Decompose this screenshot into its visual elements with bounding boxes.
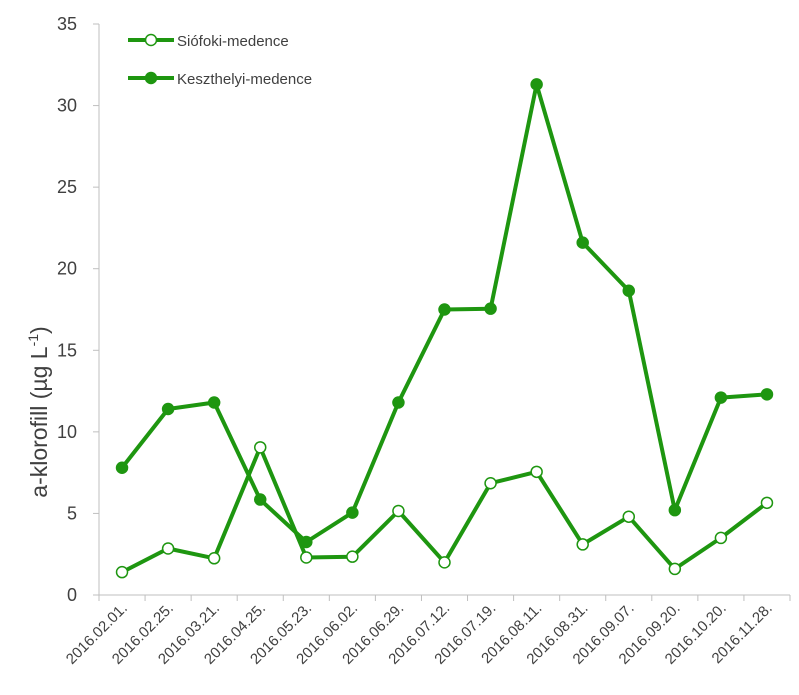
y-tick-label: 5 — [67, 503, 77, 523]
data-point — [438, 556, 451, 569]
data-point — [300, 551, 313, 564]
data-point — [668, 503, 682, 517]
data-point — [161, 402, 175, 416]
y-tick-label: 10 — [57, 422, 77, 442]
series-keszthelyi — [115, 78, 774, 549]
data-point — [760, 496, 774, 510]
series-layer — [115, 78, 774, 579]
data-point — [530, 465, 543, 479]
data-point — [207, 552, 221, 565]
legend-item-siofoki: Siófoki-medence — [128, 33, 289, 50]
legend-item-keszthelyi: Keszthelyi-medence — [128, 71, 312, 88]
data-point — [253, 493, 267, 506]
y-tick-label: 15 — [57, 340, 77, 360]
data-point — [714, 391, 728, 404]
y-axis-title: a-klorofill (µg L-1) — [25, 326, 52, 497]
legend-label-keszthelyi: Keszthelyi-medence — [177, 71, 312, 88]
data-point — [161, 542, 175, 555]
data-point — [346, 550, 359, 563]
data-point — [115, 461, 129, 474]
data-point — [576, 236, 589, 249]
data-point — [115, 565, 129, 579]
data-point — [253, 441, 267, 454]
legend-marker-keszthelyi — [144, 71, 158, 85]
data-point — [622, 284, 636, 297]
data-point — [668, 562, 682, 576]
series-siofoki — [115, 441, 774, 579]
data-point — [438, 303, 451, 316]
data-point — [346, 506, 359, 519]
data-point — [484, 302, 497, 315]
data-point — [484, 476, 497, 490]
data-point — [207, 396, 221, 409]
data-point — [392, 504, 405, 518]
legend-marker-siofoki — [144, 33, 158, 47]
y-tick-label: 0 — [67, 585, 77, 605]
data-point — [300, 535, 313, 549]
x-axis: 2016.02.01.2016.02.25.2016.03.21.2016.04… — [63, 594, 791, 668]
data-point — [392, 396, 405, 409]
data-point — [530, 78, 543, 91]
data-point — [714, 531, 728, 545]
y-tick-label: 25 — [57, 177, 77, 197]
y-tick-label: 35 — [57, 14, 77, 34]
y-axis: 0 5 10 15 20 25 30 35 — [57, 14, 100, 605]
legend-label-siofoki: Siófoki-medence — [177, 33, 289, 50]
y-tick-label: 20 — [57, 259, 77, 279]
data-point — [760, 388, 774, 401]
data-point — [622, 510, 636, 523]
legend: Siófoki-medence Keszthelyi-medence — [128, 33, 312, 88]
y-tick-label: 30 — [57, 96, 77, 116]
data-point — [576, 538, 589, 551]
